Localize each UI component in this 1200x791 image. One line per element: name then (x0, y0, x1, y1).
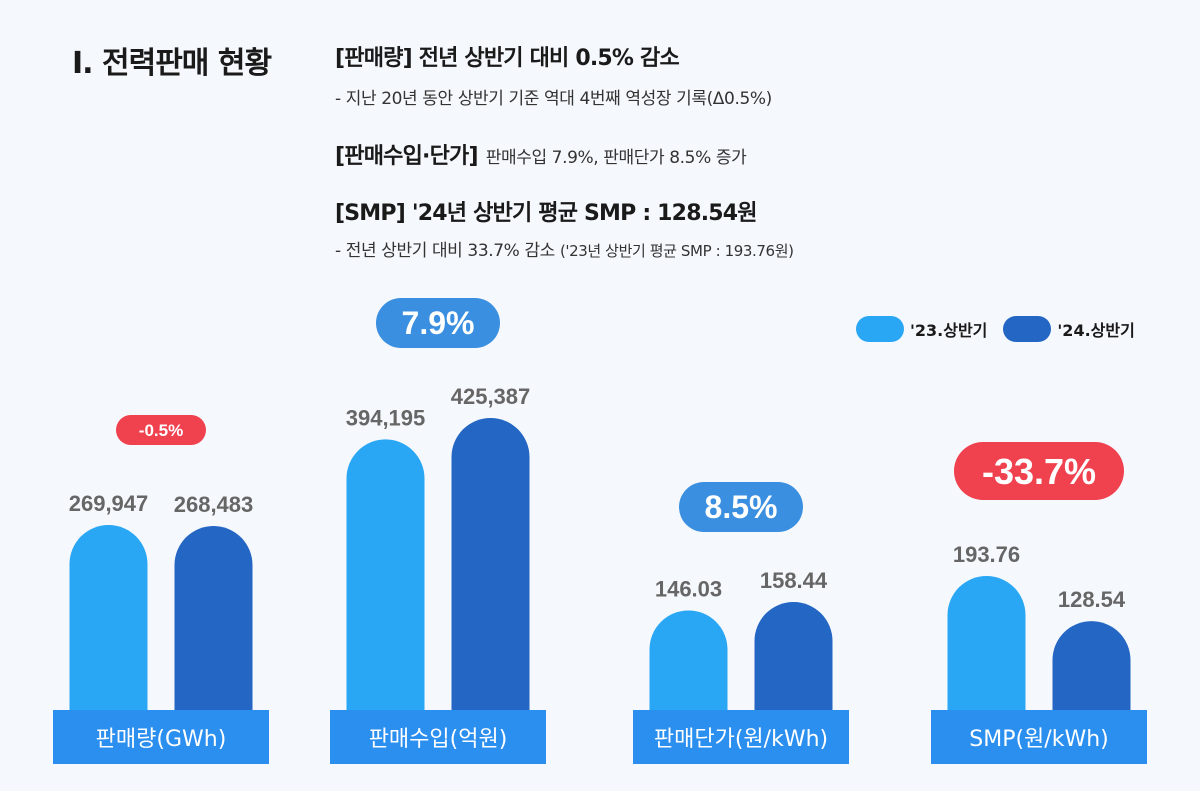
value-label-2024-1: 425,387 (451, 384, 531, 409)
section-title: I. 전력판매 현황 (72, 46, 272, 81)
change-badge-text-1: 7.9% (402, 305, 475, 341)
category-label-bg-2 (633, 710, 849, 764)
bar-2023-2 (649, 610, 728, 710)
change-badge-3 (954, 442, 1124, 500)
value-label-2023-1: 394,195 (346, 405, 426, 430)
category-label-bg-3 (931, 710, 1147, 764)
bar-2023-3 (947, 576, 1026, 710)
change-badge-0 (116, 415, 206, 445)
value-label-2023-2: 146.03 (655, 576, 722, 601)
bar-2024-0 (174, 526, 253, 710)
legend-label-2023: '23.상반기 (910, 321, 988, 340)
legend-item-2023: '23.상반기 (856, 316, 987, 342)
legend-item-2024: '24.상반기 (1003, 316, 1135, 342)
smp-headline: [SMP] '24년 상반기 평균 SMP : 128.54원 (335, 201, 758, 226)
revenue-head-label: [판매수입·단가] (335, 144, 479, 169)
revenue-headline: [판매수입·단가] 판매수입 7.9%, 판매단가 8.5% 증가 (335, 138, 747, 170)
bar-2023-1 (346, 439, 425, 710)
category-label-2: 판매단가(원/kWh) (654, 727, 828, 752)
value-label-2024-0: 268,483 (174, 492, 254, 517)
bar-2024-1 (451, 418, 530, 710)
category-label-3: SMP(원/kWh) (969, 727, 1108, 752)
value-label-2024-2: 158.44 (760, 568, 828, 593)
legend-swatch-2024 (1003, 316, 1052, 342)
value-label-2023-0: 269,947 (69, 491, 149, 516)
change-badge-text-0: -0.5% (139, 421, 183, 440)
legend-swatch-2023 (856, 316, 904, 342)
sales-headline: [판매량] 전년 상반기 대비 0.5% 감소 (335, 46, 680, 71)
value-label-2024-3: 128.54 (1058, 587, 1126, 612)
bar-2023-0 (69, 525, 148, 710)
category-label-1: 판매수입(억원) (369, 727, 508, 752)
change-badge-1 (376, 298, 500, 348)
change-badge-text-2: 8.5% (705, 489, 778, 525)
bar-2024-3 (1052, 621, 1131, 710)
value-label-2023-3: 193.76 (953, 542, 1020, 567)
legend-label-2024: '24.상반기 (1057, 321, 1135, 340)
bar-2024-2 (754, 602, 833, 710)
change-badge-2 (679, 482, 803, 532)
smp-sub-text: - 전년 상반기 대비 33.7% 감소 (335, 241, 555, 261)
category-label-0: 판매량(GWh) (96, 727, 227, 752)
sales-subline: - 지난 20년 동안 상반기 기준 역대 4번째 역성장 기록(Δ0.5%) (335, 89, 772, 109)
chart-legend: '23.상반기 '24.상반기 (856, 316, 1151, 342)
change-badge-text-3: -33.7% (982, 451, 1096, 492)
smp-subline: - 전년 상반기 대비 33.7% 감소 ('23년 상반기 평균 SMP : … (335, 236, 794, 261)
revenue-detail: 판매수입 7.9%, 판매단가 8.5% 증가 (485, 148, 747, 168)
category-label-bg-1 (330, 710, 546, 764)
category-label-bg-0 (53, 710, 269, 764)
smp-sub-note: ('23년 상반기 평균 SMP : 193.76원) (559, 242, 794, 260)
